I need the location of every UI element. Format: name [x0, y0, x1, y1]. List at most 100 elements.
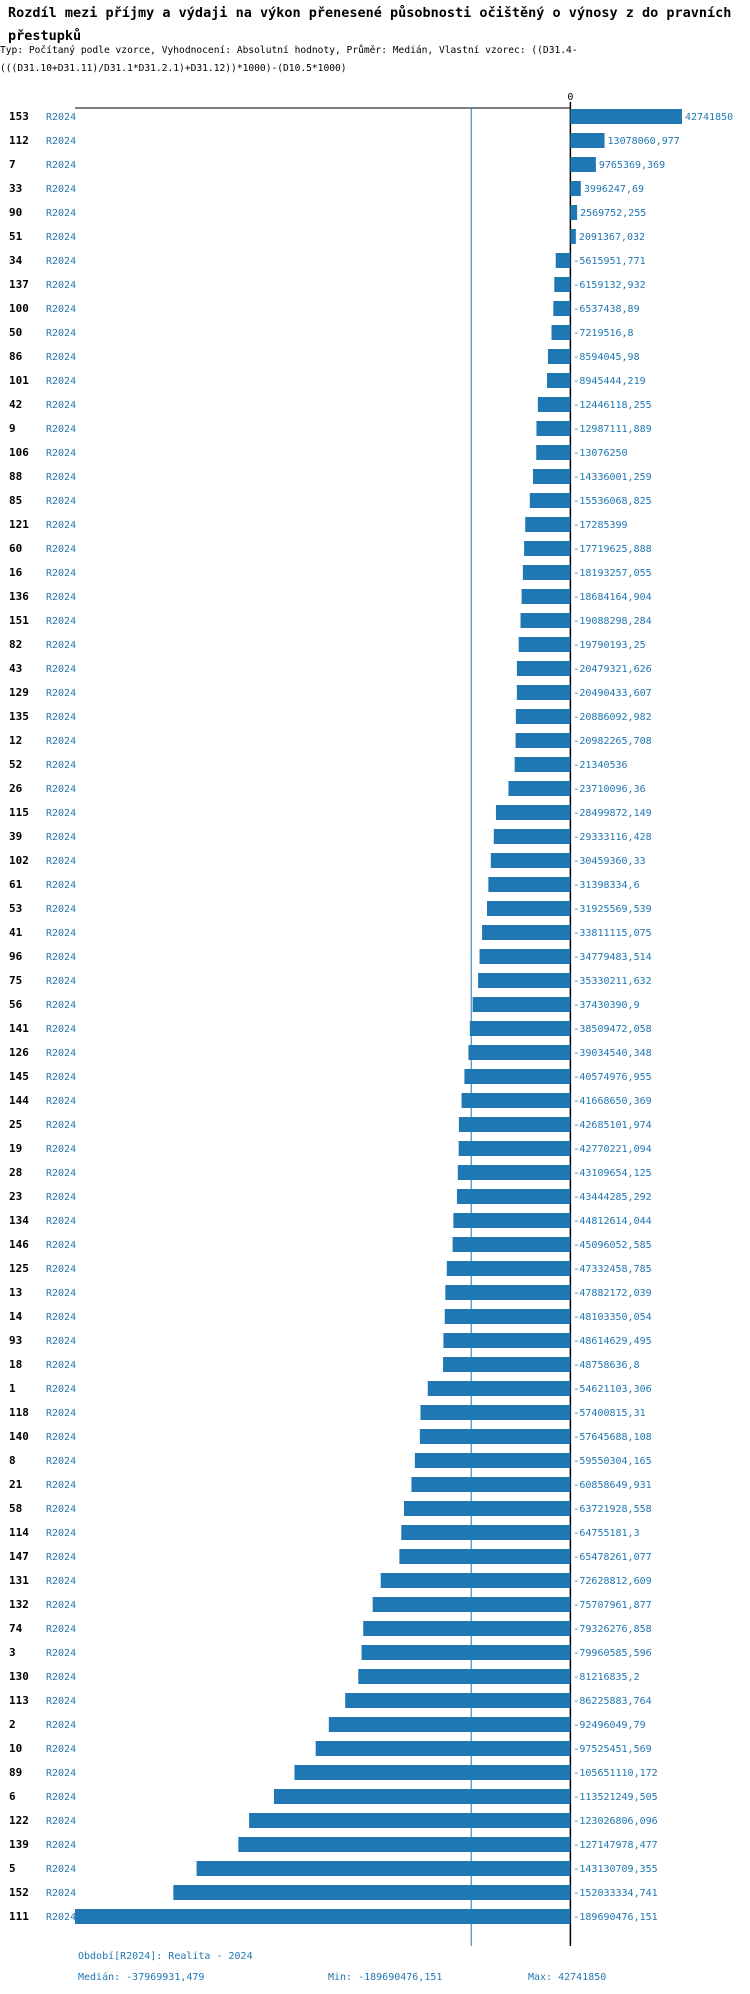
category-label: 132: [9, 1598, 29, 1611]
bar-147: [399, 1549, 571, 1564]
value-label: 2091367,032: [579, 232, 645, 243]
bar-118: [420, 1405, 571, 1420]
series-label: R2024: [46, 520, 76, 531]
series-label: R2024: [46, 160, 76, 171]
bar-90: [570, 205, 578, 220]
bar-85: [529, 493, 571, 508]
bar-151: [520, 613, 571, 628]
bar-86: [547, 349, 571, 364]
series-label: R2024: [46, 1696, 76, 1707]
value-label: -17285399: [573, 520, 627, 531]
series-label: R2024: [46, 1288, 76, 1299]
value-label: -79960585,596: [573, 1648, 651, 1659]
value-label: -43444285,292: [573, 1192, 651, 1203]
category-label: 7: [9, 158, 16, 171]
bar-144: [461, 1093, 571, 1108]
value-label: -19790193,25: [573, 640, 645, 651]
category-label: 145: [9, 1070, 29, 1083]
bar-26: [508, 781, 571, 796]
bar-41: [482, 925, 571, 940]
bar-25: [458, 1117, 571, 1132]
value-label: -57400815,31: [573, 1408, 645, 1419]
bar-74: [363, 1621, 571, 1636]
value-label: -14336001,259: [573, 472, 651, 483]
bar-56: [472, 997, 571, 1012]
value-label: 3996247,69: [584, 184, 644, 195]
value-label: -92496049,79: [573, 1720, 645, 1731]
series-label: R2024: [46, 472, 76, 483]
category-label: 43: [9, 662, 22, 675]
value-label: -31398334,6: [573, 880, 639, 891]
category-label: 122: [9, 1814, 29, 1827]
series-label: R2024: [46, 1144, 76, 1155]
bar-115: [495, 805, 571, 820]
bar-113: [345, 1693, 571, 1708]
series-label: R2024: [46, 1600, 76, 1611]
category-label: 19: [9, 1142, 22, 1155]
category-label: 153: [9, 110, 29, 123]
bar-3: [361, 1645, 571, 1660]
series-label: R2024: [46, 376, 76, 387]
bar-139: [238, 1837, 571, 1852]
bar-43: [516, 661, 571, 676]
value-label: -21340536: [573, 760, 627, 771]
series-label: R2024: [46, 352, 76, 363]
value-label: -33811115,075: [573, 928, 651, 939]
bar-141: [469, 1021, 571, 1036]
category-label: 126: [9, 1046, 29, 1059]
bar-135: [515, 709, 571, 724]
series-label: R2024: [46, 1816, 76, 1827]
category-label: 28: [9, 1166, 22, 1179]
value-label: -97525451,569: [573, 1744, 651, 1755]
bar-96: [479, 949, 571, 964]
series-label: R2024: [46, 616, 76, 627]
category-label: 39: [9, 830, 22, 843]
bar-121: [525, 517, 571, 532]
value-label: -19088298,284: [573, 616, 651, 627]
series-label: R2024: [46, 688, 76, 699]
value-label: -75707961,877: [573, 1600, 651, 1611]
series-label: R2024: [46, 1624, 76, 1635]
category-label: 5: [9, 1862, 16, 1875]
value-label: 13078060,977: [608, 136, 680, 147]
bar-58: [403, 1501, 571, 1516]
footer-period: Období[R2024]: Realita - 2024: [78, 1951, 253, 1962]
zero-tick-label: 0: [567, 92, 573, 103]
series-label: R2024: [46, 328, 76, 339]
bar-106: [536, 445, 571, 460]
footer-min: Min: -189690476,151: [328, 1972, 443, 1983]
value-label: -17719625,888: [573, 544, 651, 555]
value-label: -20886092,982: [573, 712, 651, 723]
category-label: 9: [9, 422, 16, 435]
value-label: -143130709,355: [573, 1864, 657, 1875]
series-label: R2024: [46, 1096, 76, 1107]
value-label: -43109654,125: [573, 1168, 651, 1179]
category-label: 93: [9, 1334, 22, 1347]
bars-layer: [75, 109, 682, 1924]
series-label: R2024: [46, 1768, 76, 1779]
category-label: 34: [9, 254, 23, 267]
series-label: R2024: [46, 232, 76, 243]
bar-131: [380, 1573, 571, 1588]
bar-134: [453, 1213, 571, 1228]
series-label: R2024: [46, 1120, 76, 1131]
value-label: 42741850: [685, 112, 733, 123]
bar-132: [372, 1597, 571, 1612]
value-label: -8594045,98: [573, 352, 639, 363]
footer-median: Medián: -37969931,479: [78, 1972, 205, 1983]
series-label: R2024: [46, 208, 76, 219]
series-label: R2024: [46, 1408, 76, 1419]
axis-layer: 0: [75, 92, 573, 1946]
series-label: R2024: [46, 1912, 76, 1923]
value-label: -18193257,055: [573, 568, 651, 579]
series-label: R2024: [46, 1888, 76, 1899]
category-label: 152: [9, 1886, 29, 1899]
series-label: R2024: [46, 1456, 76, 1467]
series-label: R2024: [46, 1576, 76, 1587]
bar-53: [487, 901, 571, 916]
series-label: R2024: [46, 808, 76, 819]
value-label: -42685101,974: [573, 1120, 651, 1131]
category-label: 96: [9, 950, 23, 963]
